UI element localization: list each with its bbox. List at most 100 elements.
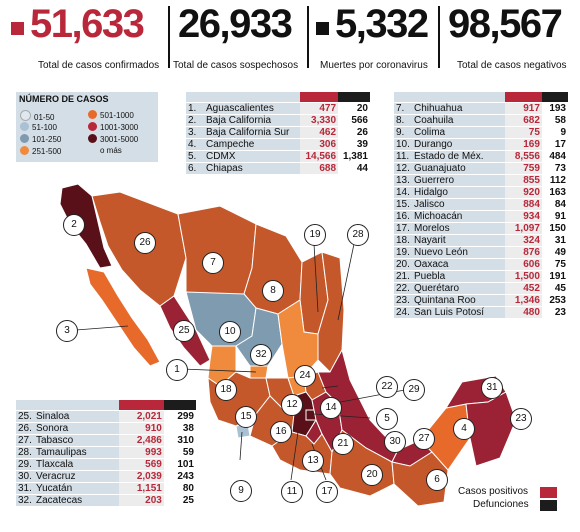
legend-item: 101-250 bbox=[20, 134, 61, 144]
cases-table-2: 7. Chihuahua 917 193 8. Coahuila 682 58 9. Coli… bbox=[394, 92, 568, 319]
map-label-30: 30 bbox=[384, 431, 406, 453]
map-label-28: 28 bbox=[347, 224, 369, 246]
map-label-11: 11 bbox=[281, 481, 303, 503]
key-deaths-swatch bbox=[540, 500, 557, 511]
divider bbox=[307, 6, 309, 68]
legend-label: 101-250 bbox=[32, 135, 62, 144]
map-label-26: 26 bbox=[134, 232, 156, 254]
legend-label: 501-1000 bbox=[100, 111, 134, 120]
legend-item: 1001-3000 bbox=[88, 122, 138, 132]
legend-item: 01-50 bbox=[20, 110, 54, 122]
map-label-23: 23 bbox=[510, 408, 532, 430]
stat-suspected-label: Total de casos sospechosos bbox=[173, 60, 299, 71]
table-row: 19. Nuevo León 876 49 bbox=[394, 246, 568, 259]
map-label-29: 29 bbox=[403, 379, 425, 401]
legend-title: NÚMERO DE CASOS bbox=[19, 94, 109, 104]
map-label-17: 17 bbox=[316, 481, 338, 503]
table-row: 21. Puebla 1,500 191 bbox=[394, 270, 568, 283]
table-row: 22. Querétaro 452 45 bbox=[394, 282, 568, 295]
divider bbox=[438, 6, 440, 68]
table-row: 6. Chiapas 688 44 bbox=[186, 162, 370, 175]
table-row: 30. Veracruz 2,039 243 bbox=[16, 470, 196, 483]
table-row: 15. Jalisco 884 84 bbox=[394, 198, 568, 211]
table-row: 23. Quintana Roo 1,346 253 bbox=[394, 294, 568, 307]
map-label-14: 14 bbox=[320, 397, 342, 419]
table-row: 27. Tabasco 2,486 310 bbox=[16, 434, 196, 447]
table-row: 20. Oaxaca 606 75 bbox=[394, 258, 568, 271]
map-label-25: 25 bbox=[173, 320, 195, 342]
state-san-luis-potosi bbox=[277, 299, 319, 379]
stat-negatives-label: Total de casos negativos bbox=[457, 60, 567, 71]
table-row: 13. Guerrero 855 112 bbox=[394, 174, 568, 187]
map-label-16: 16 bbox=[270, 421, 292, 443]
legend-item: 3001-5000 bbox=[88, 134, 138, 144]
map-label-20: 20 bbox=[361, 464, 383, 486]
map-label-24: 24 bbox=[294, 365, 316, 387]
table-row: 28. Tamaulipas 993 59 bbox=[16, 446, 196, 459]
map-label-8: 8 bbox=[262, 280, 284, 302]
divider bbox=[168, 6, 170, 68]
map-label-21: 21 bbox=[332, 433, 354, 455]
legend-label: 1001-3000 bbox=[100, 123, 139, 132]
map-label-2: 2 bbox=[63, 214, 85, 236]
legend-swatch bbox=[88, 134, 97, 143]
stat-confirmed-label: Total de casos confirmados bbox=[38, 60, 160, 71]
legend-label: 51-100 bbox=[32, 123, 57, 132]
table-row: 18. Nayarit 324 31 bbox=[394, 234, 568, 247]
map-label-10: 10 bbox=[219, 321, 241, 343]
key-deaths-label: Defunciones bbox=[473, 499, 529, 510]
legend-label: 01-50 bbox=[34, 113, 55, 122]
table-row: 17. Morelos 1,097 150 bbox=[394, 222, 568, 235]
case-count-legend: NÚMERO DE CASOS 01-50 501-1000 51-100 10… bbox=[16, 92, 158, 162]
map-label-27: 27 bbox=[413, 428, 435, 450]
map-label-12: 12 bbox=[281, 394, 303, 416]
state-quintana-roo bbox=[465, 391, 517, 467]
table-row: 2. Baja California 3,330 566 bbox=[186, 114, 370, 127]
black-square-icon bbox=[316, 22, 329, 35]
table-row: 12. Guanajuato 759 73 bbox=[394, 162, 568, 175]
cases-table-3: 25. Sinaloa 2,021 299 26. Sonora 910 38 27. Tab… bbox=[16, 400, 196, 507]
legend-swatch bbox=[20, 122, 29, 131]
map-label-13: 13 bbox=[302, 450, 324, 472]
legend-label: 251-500 bbox=[32, 147, 62, 156]
key-positives-label: Casos positivos bbox=[458, 486, 529, 497]
legend-swatch bbox=[88, 122, 97, 131]
stat-confirmed-value: 51,633 bbox=[30, 2, 145, 46]
legend-label: 3001-5000 bbox=[100, 135, 139, 144]
map-label-5: 5 bbox=[376, 408, 398, 430]
map-label-31: 31 bbox=[481, 377, 503, 399]
table-row: 10. Durango 169 17 bbox=[394, 138, 568, 151]
table-row: 31. Yucatán 1,151 80 bbox=[16, 482, 196, 495]
legend-swatch bbox=[20, 146, 29, 155]
key-positives-swatch bbox=[540, 487, 557, 498]
table-row: 26. Sonora 910 38 bbox=[16, 422, 196, 435]
map-label-15: 15 bbox=[235, 406, 257, 428]
table-row: 9. Colima 75 9 bbox=[394, 126, 568, 139]
table-row: 5. CDMX 14,566 1,381 bbox=[186, 150, 370, 163]
table-row: 24. San Luis Potosí 480 23 bbox=[394, 306, 568, 319]
cases-table-1: 1. Aguascalientes 477 20 2. Baja California 3… bbox=[186, 92, 370, 175]
table-row: 16. Michoacán 934 91 bbox=[394, 210, 568, 223]
legend-item: o más bbox=[100, 146, 122, 155]
table-row: 11. Estado de Méx. 8,556 484 bbox=[394, 150, 568, 163]
legend-item: 501-1000 bbox=[88, 110, 134, 120]
map-label-1: 1 bbox=[166, 359, 188, 381]
legend-item: 51-100 bbox=[20, 122, 57, 132]
table-row: 1. Aguascalientes 477 20 bbox=[186, 102, 370, 115]
stat-negatives-value: 98,567 bbox=[448, 2, 563, 46]
map-label-19: 19 bbox=[304, 224, 326, 246]
table-row: 14. Hidalgo 920 163 bbox=[394, 186, 568, 199]
table-row: 25. Sinaloa 2,021 299 bbox=[16, 410, 196, 423]
table-row: 32. Zacatecas 203 25 bbox=[16, 494, 196, 507]
legend-swatch bbox=[20, 134, 29, 143]
table-row: 4. Campeche 306 39 bbox=[186, 138, 370, 151]
map-label-7: 7 bbox=[202, 252, 224, 274]
state-baja-california-sur bbox=[85, 267, 161, 367]
legend-item: 251-500 bbox=[20, 146, 61, 156]
map-label-9: 9 bbox=[230, 480, 252, 502]
red-square-icon bbox=[11, 22, 24, 35]
legend-swatch bbox=[88, 110, 97, 119]
map-label-22: 22 bbox=[376, 376, 398, 398]
legend-label: o más bbox=[100, 146, 122, 155]
stat-deaths-label: Muertes por coronavirus bbox=[320, 60, 428, 71]
